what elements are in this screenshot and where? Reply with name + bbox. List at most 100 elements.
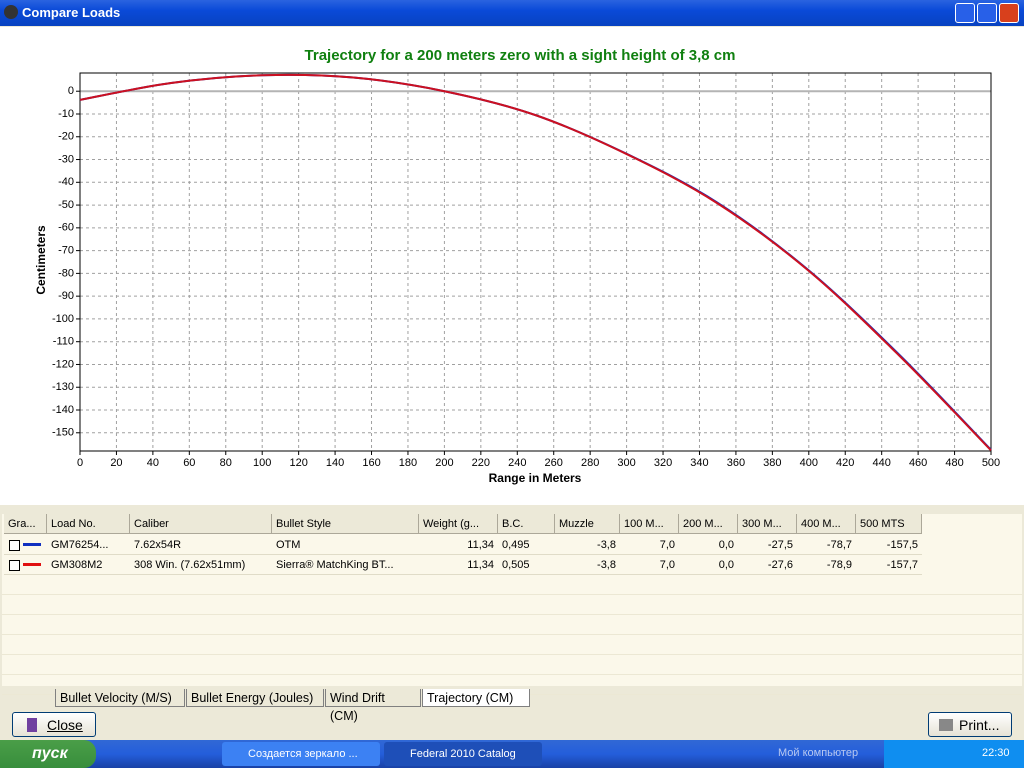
tab[interactable]: Bullet Energy (Joules) [186,689,324,707]
close-label: Close [47,717,83,733]
x-tick-label: 420 [836,457,854,469]
close-button[interactable]: Close [12,712,96,737]
checkbox[interactable] [9,540,20,551]
table-cell: -27,6 [738,555,797,575]
x-tick-label: 200 [435,457,453,469]
print-label: Print... [959,717,1000,733]
y-tick-label: -150 [52,427,74,439]
column-header[interactable]: Weight (g... [419,514,498,534]
column-header[interactable]: Muzzle [555,514,620,534]
table-cell: 7.62x54R [130,535,272,555]
x-tick-label: 60 [183,457,195,469]
table-cell: 0,505 [498,555,555,575]
x-tick-label: 160 [362,457,380,469]
color-swatch [23,543,41,546]
table-cell: GM76254... [47,535,130,555]
x-tick-label: 20 [110,457,122,469]
table-cell: OTM [272,535,419,555]
row-checkbox[interactable] [4,535,47,555]
table-cell: -78,9 [797,555,856,575]
table-cell: 0,495 [498,535,555,555]
clock: 22:30 [982,747,1010,759]
table-cell: -3,8 [555,535,620,555]
checkbox[interactable] [9,560,20,571]
x-tick-label: 120 [289,457,307,469]
close-window-button[interactable] [999,3,1019,23]
table-cell: -3,8 [555,555,620,575]
x-tick-label: 500 [982,457,1000,469]
table-cell: 7,0 [620,535,679,555]
x-tick-label: 80 [220,457,232,469]
task-button[interactable]: Создается зеркало ... [222,742,380,766]
loads-table: Gra... Load No. Caliber Bullet Style Weight … [2,514,1022,695]
x-tick-label: 480 [945,457,963,469]
start-button[interactable]: пуск [0,740,96,768]
empty-row [2,595,1022,615]
column-header[interactable]: Gra... [4,514,47,534]
x-tick-label: 280 [581,457,599,469]
table-cell: 11,34 [419,555,498,575]
table-cell: GM308M2 [47,555,130,575]
tab[interactable]: Trajectory (CM) [422,689,530,707]
x-tick-label: 240 [508,457,526,469]
x-tick-label: 260 [545,457,563,469]
print-button[interactable]: Print... [928,712,1012,737]
chart-title: Trajectory for a 200 meters zero with a … [305,47,736,64]
task-label: Federal 2010 Catalog [410,748,516,760]
table-cell: 308 Win. (7.62x51mm) [130,555,272,575]
row-checkbox[interactable] [4,555,47,575]
tab[interactable]: Wind Drift (CM) [325,689,421,723]
column-header[interactable]: Caliber [130,514,272,534]
y-tick-label: -130 [52,381,74,393]
x-tick-label: 340 [690,457,708,469]
plot-frame [79,72,992,452]
column-header[interactable]: 200 M... [679,514,738,534]
column-header[interactable]: Load No. [47,514,130,534]
tab[interactable]: Bullet Velocity (M/S) [55,689,185,707]
x-tick-label: 380 [763,457,781,469]
color-swatch [23,563,41,566]
x-tick-label: 360 [727,457,745,469]
empty-row [2,635,1022,655]
maximize-button[interactable] [977,3,997,23]
x-tick-label: 440 [873,457,891,469]
table-cell: -27,5 [738,535,797,555]
system-tray: 22:30 [884,740,1024,768]
tray-label: Мой компьютер [778,747,859,759]
table-cell: Sierra® MatchKing BT... [272,555,419,575]
table-cell: 0,0 [679,535,738,555]
column-header[interactable]: 300 M... [738,514,797,534]
column-header[interactable]: 500 MTS [856,514,922,534]
y-tick-label: -140 [52,404,74,416]
minimize-button[interactable] [955,3,975,23]
x-tick-label: 400 [800,457,818,469]
task-button[interactable]: Federal 2010 Catalog [384,742,542,766]
y-tick-label: -30 [58,153,74,165]
chart-background [0,27,1024,505]
column-header[interactable]: B.C. [498,514,555,534]
window-title: Compare Loads [22,5,121,20]
app-icon [4,5,18,19]
y-tick-label: -110 [53,336,74,348]
table-cell: 0,0 [679,555,738,575]
y-tick-label: -100 [52,313,74,325]
y-tick-label: -90 [58,290,74,302]
x-tick-label: 100 [253,457,271,469]
empty-row [2,615,1022,635]
printer-icon [939,719,953,731]
table-cell: -157,5 [856,535,922,555]
x-tick-label: 140 [326,457,344,469]
empty-row [2,655,1022,675]
y-tick-label: -70 [58,245,74,257]
y-tick-label: -50 [58,199,74,211]
column-header[interactable]: 100 M... [620,514,679,534]
column-header[interactable]: 400 M... [797,514,856,534]
x-tick-label: 460 [909,457,927,469]
x-tick-label: 320 [654,457,672,469]
empty-row [2,575,1022,595]
y-tick-label: -40 [58,176,74,188]
column-header[interactable]: Bullet Style [272,514,419,534]
x-tick-label: 300 [617,457,635,469]
y-tick-label: 0 [68,85,74,97]
